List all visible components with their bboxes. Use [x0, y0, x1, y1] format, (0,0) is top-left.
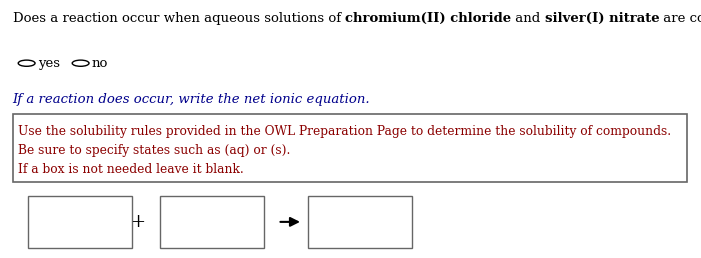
Text: silver(I) nitrate: silver(I) nitrate [545, 12, 659, 25]
Text: Does a reaction occur when aqueous solutions of: Does a reaction occur when aqueous solut… [13, 12, 345, 25]
Text: If a box is not needed leave it blank.: If a box is not needed leave it blank. [18, 163, 244, 176]
Text: are combined?: are combined? [659, 12, 701, 25]
Text: and: and [511, 12, 545, 25]
Text: If a reaction does occur, write the net ionic equation.: If a reaction does occur, write the net … [13, 93, 370, 106]
Text: chromium(II) chloride: chromium(II) chloride [345, 12, 511, 25]
Text: no: no [92, 57, 108, 70]
Text: Be sure to specify states such as (aq) or (s).: Be sure to specify states such as (aq) o… [18, 144, 291, 157]
Text: yes: yes [38, 57, 60, 70]
Text: +: + [130, 213, 146, 231]
Text: Use the solubility rules provided in the OWL Preparation Page to determine the s: Use the solubility rules provided in the… [18, 125, 672, 138]
